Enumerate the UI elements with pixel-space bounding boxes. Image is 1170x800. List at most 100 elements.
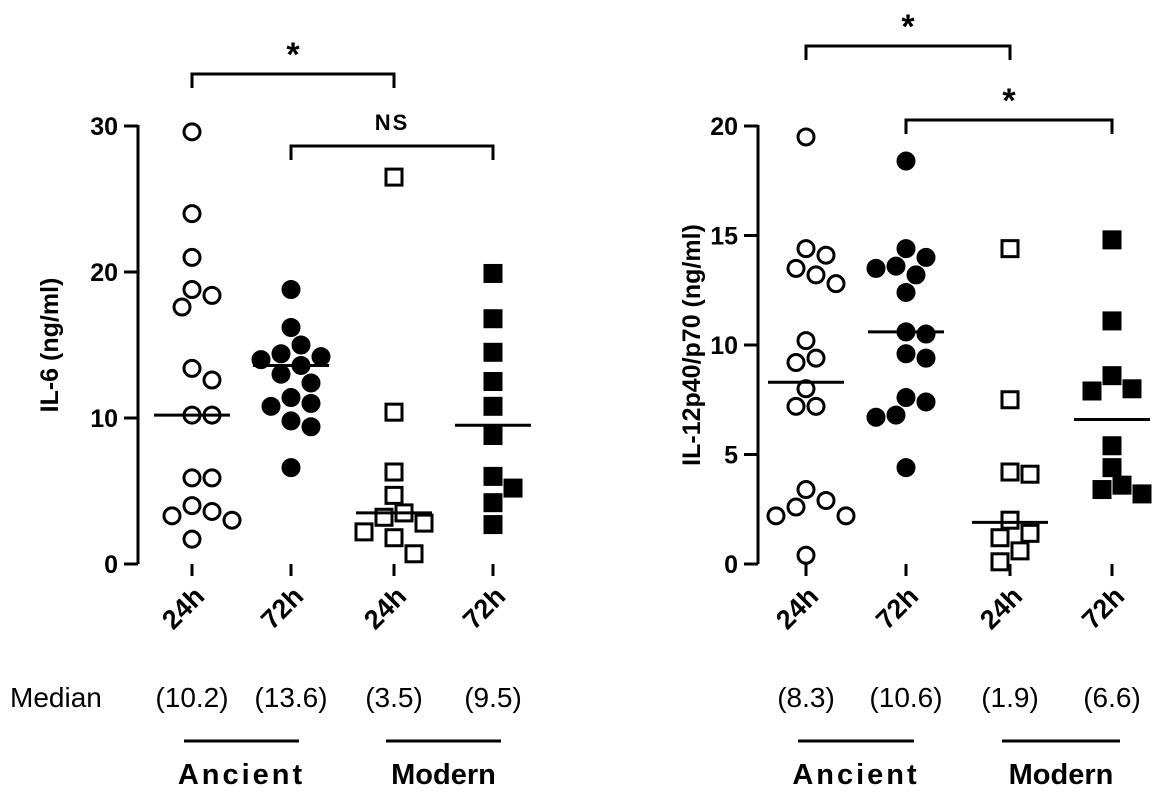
data-point [483, 396, 503, 416]
data-point [1000, 462, 1020, 482]
data-point [182, 280, 202, 300]
data-point [1102, 436, 1122, 456]
category-label: 72h [870, 581, 924, 635]
data-point [354, 522, 374, 542]
data-point [806, 265, 826, 285]
data-point [786, 353, 806, 373]
group-label: Modern [1009, 759, 1114, 791]
data-point [886, 256, 906, 276]
y-tick-label: 0 [104, 551, 118, 579]
data-point [182, 122, 202, 142]
data-point [281, 411, 301, 431]
data-point [222, 510, 242, 530]
data-point [483, 515, 503, 535]
y-axis-title: IL-6 (ng/ml) [36, 278, 64, 413]
data-point [1000, 510, 1020, 530]
data-point [796, 545, 816, 565]
data-point [896, 388, 916, 408]
data-point [483, 342, 503, 362]
median-value-label: (10.6) [869, 682, 942, 713]
data-point [281, 388, 301, 408]
median-value-label: (8.3) [777, 682, 835, 713]
data-point [906, 265, 926, 285]
il6-panel: 0 10 20 30 IL-6 (ng/ml) 24h 72h 24h 72h * NS (10.2)… [36, 36, 531, 791]
median-value-label: (3.5) [365, 682, 423, 713]
data-point [301, 393, 321, 413]
data-point [1112, 475, 1132, 495]
data-point [896, 282, 916, 302]
data-point [182, 529, 202, 549]
data-point [990, 528, 1010, 548]
y-tick-label: 15 [710, 223, 738, 251]
data-point [826, 274, 846, 294]
data-point [414, 513, 434, 533]
data-point [886, 405, 906, 425]
y-tick-label: 30 [90, 113, 118, 141]
significance-label: * [286, 36, 300, 74]
data-point [311, 347, 331, 367]
data-point [796, 127, 816, 147]
data-point [836, 506, 856, 526]
group-label: Ancient [178, 759, 305, 791]
data-point [182, 247, 202, 267]
data-point [816, 490, 836, 510]
data-point [916, 247, 936, 267]
data-point [796, 480, 816, 500]
significance-bracket [289, 144, 495, 160]
data-point [1020, 523, 1040, 543]
data-point [896, 151, 916, 171]
data-point [261, 396, 281, 416]
significance-bracket [804, 44, 1012, 60]
data-point [182, 204, 202, 224]
data-point [172, 297, 192, 317]
y-tick-label: 20 [710, 113, 738, 141]
data-point [816, 245, 836, 265]
data-point [182, 468, 202, 488]
data-point [384, 528, 404, 548]
data-point [483, 466, 503, 486]
y-tick-label: 20 [90, 259, 118, 287]
data-point [1010, 541, 1030, 561]
data-point [483, 263, 503, 283]
data-point [384, 167, 404, 187]
data-point [896, 458, 916, 478]
group-label: Ancient [792, 759, 919, 791]
data-point [483, 493, 503, 513]
data-point [896, 239, 916, 259]
data-point [916, 392, 936, 412]
data-point [1020, 464, 1040, 484]
data-point [251, 350, 271, 370]
data-point [1102, 458, 1122, 478]
data-point [806, 396, 826, 416]
y-tick-label: 10 [90, 405, 118, 433]
data-point [182, 496, 202, 516]
data-point [483, 309, 503, 329]
data-point [301, 417, 321, 437]
data-point [483, 426, 503, 446]
il12-panel: 0 5 10 15 20 IL-12p40/p70 (ng/ml) 24h 72h 24h 72h… [678, 8, 1152, 791]
data-point [202, 285, 222, 305]
data-point [1000, 390, 1020, 410]
category-label: 72h [457, 581, 511, 635]
data-point [1000, 239, 1020, 259]
median-value-label: (9.5) [464, 682, 522, 713]
data-point [786, 497, 806, 517]
data-point [916, 324, 936, 344]
data-point [990, 552, 1010, 572]
median-row-label: Median [10, 682, 102, 713]
data-point [301, 373, 321, 393]
data-point [866, 258, 886, 278]
data-point [916, 348, 936, 368]
data-point [786, 258, 806, 278]
category-label: 72h [1076, 581, 1130, 635]
data-point [766, 506, 786, 526]
data-point [384, 402, 404, 422]
category-label: 24h [974, 581, 1028, 635]
data-point [384, 462, 404, 482]
data-point [281, 317, 301, 337]
data-point [162, 506, 182, 526]
data-point [1092, 480, 1112, 500]
y-tick-label: 0 [724, 551, 738, 579]
data-point [1102, 366, 1122, 386]
